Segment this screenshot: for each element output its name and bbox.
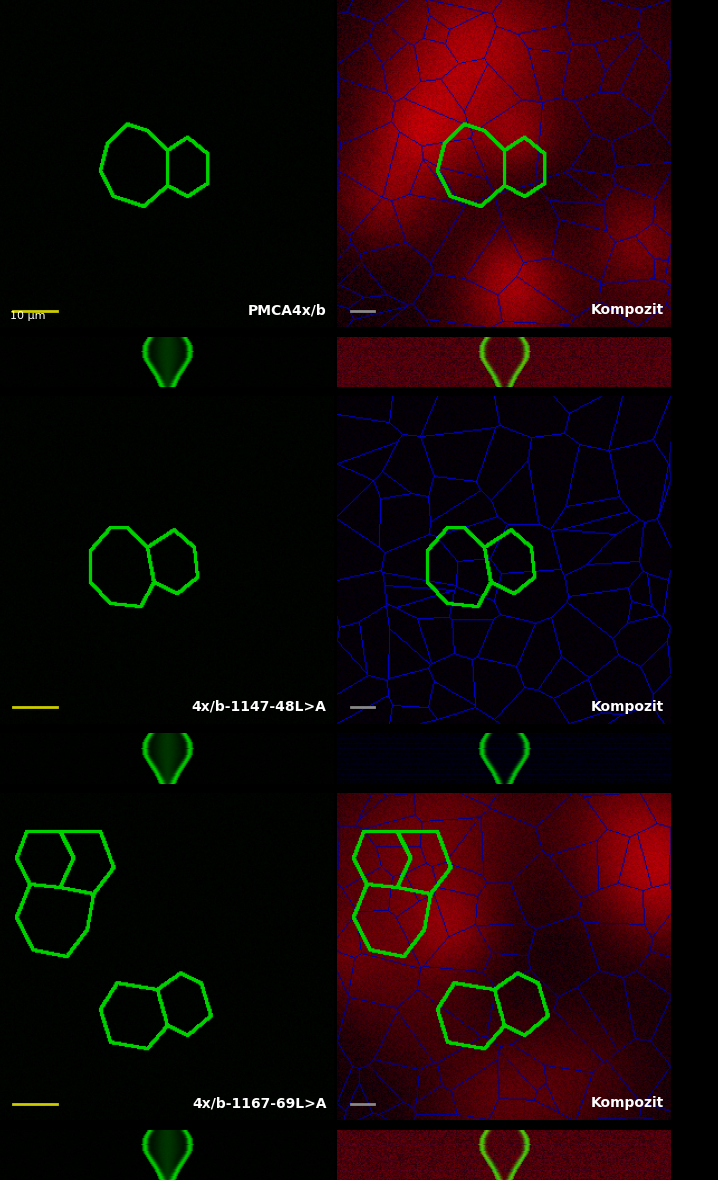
Text: 4x/b-1147-48L>A: 4x/b-1147-48L>A [192,700,327,714]
Text: Kompozit: Kompozit [591,303,664,317]
Text: ←: ← [682,153,699,173]
Text: Kompozit: Kompozit [591,1096,664,1110]
Text: PMCA4x/b: PMCA4x/b [248,303,327,317]
Text: ←: ← [682,946,699,966]
Text: ←: ← [682,550,699,570]
Text: 4x/b-1167-69L>A: 4x/b-1167-69L>A [192,1096,327,1110]
Text: Kompozit: Kompozit [591,700,664,714]
Text: 10 μm: 10 μm [10,310,45,321]
